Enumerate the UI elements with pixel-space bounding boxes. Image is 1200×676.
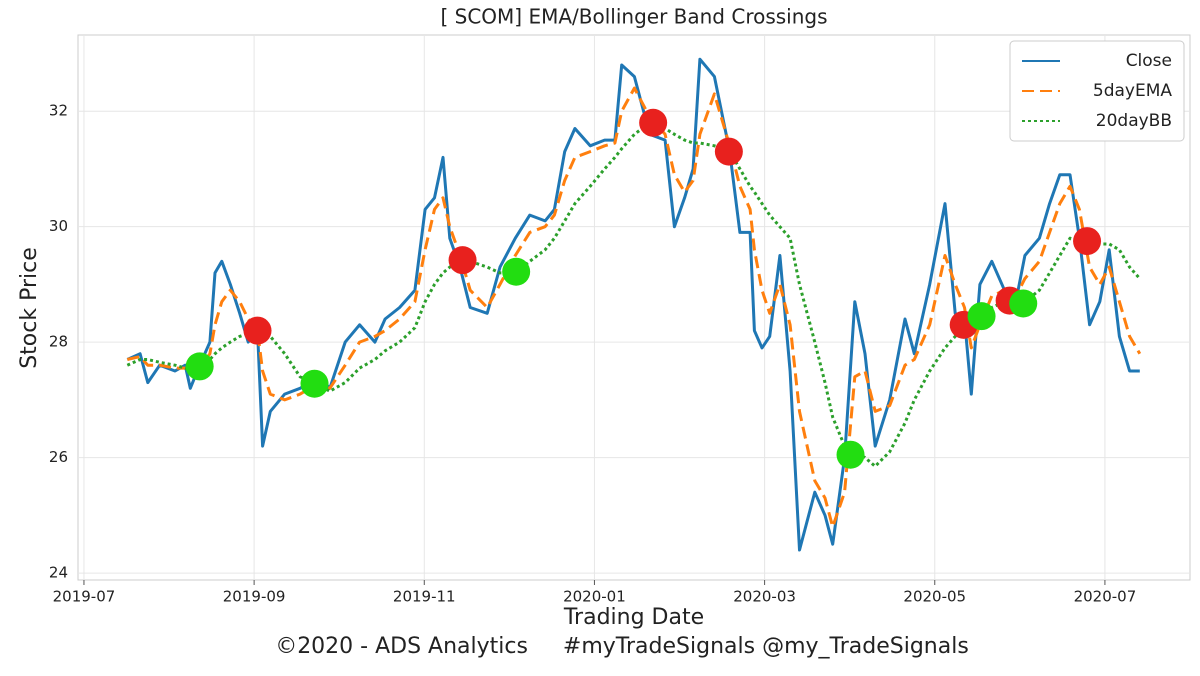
legend-label: 20dayBB bbox=[1096, 111, 1172, 131]
x-tick-label: 2020-03 bbox=[733, 588, 796, 606]
x-axis-label: Trading Date bbox=[563, 605, 704, 630]
x-tick-label: 2019-11 bbox=[393, 588, 456, 606]
y-tick-label: 26 bbox=[49, 448, 68, 466]
x-tick-label: 2020-01 bbox=[563, 588, 626, 606]
x-tick-label: 2020-07 bbox=[1074, 588, 1137, 606]
y-axis-label: Stock Price bbox=[17, 247, 42, 369]
y-tick-label: 28 bbox=[49, 333, 68, 351]
legend-label: Close bbox=[1126, 51, 1172, 71]
chart-title: [ SCOM] EMA/Bollinger Band Crossings bbox=[440, 5, 827, 29]
legend-box bbox=[1009, 40, 1185, 142]
signal-marker bbox=[1009, 289, 1038, 318]
signal-marker bbox=[836, 440, 865, 469]
signal-marker bbox=[185, 352, 214, 381]
signal-marker bbox=[714, 137, 743, 166]
legend-label: 5dayEMA bbox=[1093, 81, 1172, 101]
x-tick-label: 2020-05 bbox=[903, 588, 966, 606]
signal-marker bbox=[243, 316, 272, 345]
signal-marker bbox=[1073, 227, 1102, 256]
x-tick-label: 2019-07 bbox=[53, 588, 116, 606]
x-tick-label: 2019-09 bbox=[223, 588, 286, 606]
footer: ©2020 - ADS Analytics #myTradeSignals @m… bbox=[275, 634, 969, 659]
signal-marker bbox=[639, 108, 668, 137]
y-tick-label: 30 bbox=[49, 217, 68, 235]
y-tick-label: 32 bbox=[49, 102, 68, 120]
signal-marker bbox=[967, 302, 996, 331]
y-tick-label: 24 bbox=[49, 564, 68, 582]
signal-marker bbox=[300, 369, 329, 398]
signal-marker bbox=[502, 257, 531, 286]
signal-marker bbox=[448, 246, 477, 275]
